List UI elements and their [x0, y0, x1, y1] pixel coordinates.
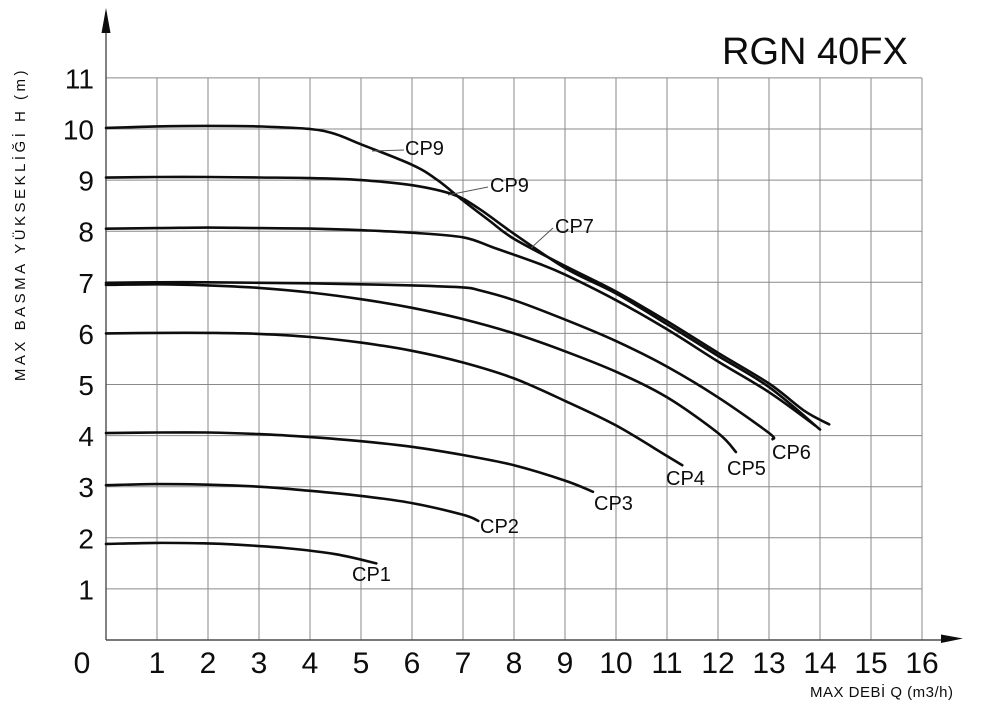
chart-title: RGN 40FX — [722, 31, 908, 73]
x-tick-label: 8 — [506, 647, 523, 680]
curve-cp2 — [104, 482, 480, 523]
x-tick-label: 7 — [455, 647, 472, 680]
x-tick-label: 10 — [599, 647, 632, 680]
y-axis-title: MAX BASMA YÜKSEKLİĞİ H (m) — [11, 67, 29, 381]
y-tick-label: 7 — [78, 268, 94, 299]
curve-cp3 — [104, 431, 595, 494]
y-tick-label: 2 — [78, 523, 94, 554]
x-tick-label: 14 — [803, 647, 836, 680]
curve-cp9 — [104, 124, 831, 426]
y-tick-label: 9 — [78, 166, 94, 197]
curve-label-cp9: CP9 — [490, 175, 529, 197]
y-tick-label: 3 — [78, 472, 94, 503]
annotation-layer: CP9 CP9 CP7 CP6 CP5 CP4 CP3 CP2 CP1 — [352, 138, 811, 586]
y-tick-label: 6 — [78, 319, 94, 350]
curve-label-cp1: CP1 — [352, 564, 391, 586]
grid-layer — [106, 77, 923, 640]
curve-label-cp9: CP9 — [405, 138, 444, 160]
curve-label-cp3: CP3 — [594, 493, 633, 515]
y-tick-label: 4 — [78, 421, 94, 452]
y-tick-label: 10 — [63, 115, 94, 146]
curve-label-leader-line — [530, 227, 554, 249]
x-tick-label: 3 — [251, 647, 268, 680]
curve-label-cp4: CP4 — [666, 468, 705, 490]
x-axis-title: MAX DEBİ Q (m3/h) — [810, 683, 954, 701]
y-tick-label: 5 — [78, 370, 94, 401]
x-tick-label: 2 — [200, 647, 217, 680]
curve-cp8 — [104, 175, 822, 431]
curve-label-cp5: CP5 — [727, 458, 766, 480]
x-tick-label: 15 — [854, 647, 887, 680]
curve-label-cp6: CP6 — [772, 442, 811, 464]
x-tick-label: 6 — [404, 647, 421, 680]
y-tick-label: 1 — [78, 574, 94, 605]
axes-layer — [101, 8, 963, 643]
curve-cp1 — [104, 541, 378, 565]
y-axis-arrow-icon — [101, 8, 111, 33]
curve-cp5 — [104, 283, 738, 454]
x-tick-label: 1 — [149, 647, 166, 680]
x-tick-label: 0 — [74, 647, 91, 680]
x-tick-label: 5 — [353, 647, 370, 680]
x-tick-label: 16 — [905, 647, 938, 680]
x-tick-label: 13 — [752, 647, 785, 680]
curve-label-leader-line — [447, 186, 489, 196]
curve-cp6 — [104, 280, 776, 441]
curves-layer — [104, 124, 831, 565]
curve-label-leader-line — [371, 149, 405, 152]
y-tick-label: 11 — [65, 63, 94, 94]
curve-cp7 — [104, 226, 817, 427]
x-axis-arrow-icon — [941, 634, 963, 643]
x-tick-label: 12 — [701, 647, 734, 680]
curve-cp4 — [104, 331, 684, 467]
y-tick-label: 8 — [78, 217, 94, 248]
curve-label-cp7: CP7 — [555, 216, 594, 238]
x-tick-label: 4 — [302, 647, 319, 680]
x-tick-label: 9 — [557, 647, 574, 680]
curve-label-cp2: CP2 — [480, 516, 519, 538]
x-tick-label: 11 — [651, 647, 682, 680]
